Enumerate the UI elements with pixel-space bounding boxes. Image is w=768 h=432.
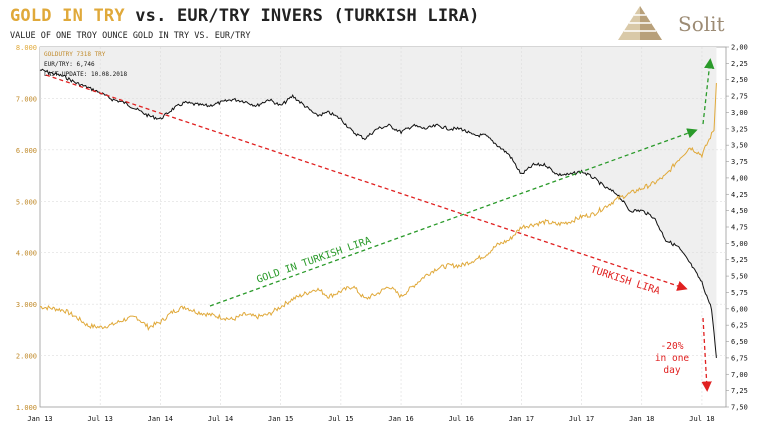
left-tick-label: 8.000: [16, 44, 37, 52]
pyramid-icon: [618, 6, 662, 40]
drop-annotation-1: -20%: [661, 341, 684, 352]
logo-text: Solit: [678, 12, 725, 36]
shade-area: [40, 47, 717, 358]
x-tick-label: Jan 18: [629, 415, 654, 423]
x-tick-label: Jan 16: [388, 415, 413, 423]
right-tick-label: 6,75: [731, 354, 748, 362]
series-eurtry-line: [39, 68, 717, 358]
x-tick-label: Jan 13: [27, 415, 52, 423]
x-tick-label: Jul 16: [449, 415, 474, 423]
right-tick-label: 2,00: [731, 44, 748, 52]
left-tick-label: 4.000: [16, 250, 37, 258]
drop-annotation-2: in one: [655, 353, 690, 364]
left-tick-label: 7.000: [16, 95, 37, 103]
right-tick-label: 6,00: [731, 305, 748, 313]
x-tick-label: Jul 13: [88, 415, 113, 423]
right-tick-label: 5,75: [731, 289, 748, 297]
x-axis: Jan 13 Jul 13 Jan 14 Jul 14 Jan 15 Jul 15 Jan …: [27, 415, 714, 423]
right-tick-label: 5,50: [731, 273, 748, 281]
lira-trend-arrow: [45, 74, 688, 291]
drop-annotation-3: day: [663, 365, 680, 376]
right-tick-label: 4,50: [731, 207, 748, 215]
x-tick-label: Jul 17: [569, 415, 594, 423]
left-axis: 1.000 2.000 3.000 4.000 5.000 6.000 7.000 8.000: [16, 44, 37, 412]
right-tick-label: 4,25: [731, 191, 748, 199]
left-tick-label: 6.000: [16, 147, 37, 155]
right-tick-label: 5,25: [731, 256, 748, 264]
right-tick-label: 3,25: [731, 125, 748, 133]
right-tick-label: 2,50: [731, 76, 748, 84]
lira-drop-arrow: [701, 317, 712, 392]
legend-update: LAST UPDATE: 10.08.2018: [44, 71, 127, 78]
gridlines: [40, 47, 726, 407]
x-tick-label: Jan 15: [268, 415, 293, 423]
lira-annotation: TURKISH LIRA: [589, 264, 661, 297]
right-tick-label: 3,00: [731, 109, 748, 117]
gold-spike-arrow: [702, 58, 715, 125]
right-tick-label: 4,00: [731, 174, 748, 182]
right-tick-label: 2,75: [731, 93, 748, 101]
right-tick-label: 4,75: [731, 224, 748, 232]
left-tick-label: 3.000: [16, 301, 37, 309]
chart-title: GOLD IN TRY vs. EUR/TRY INVERS (TURKISH …: [10, 6, 480, 26]
right-tick-label: 2,25: [731, 60, 748, 68]
chart-subtitle: VALUE OF ONE TROY OUNCE GOLD IN TRY VS. …: [10, 31, 251, 41]
right-tick-label: 5,00: [731, 240, 748, 248]
gold-annotation: GOLD IN TURKISH LIRA: [255, 235, 372, 286]
title-rest: vs. EUR/TRY INVERS (TURKISH LIRA): [124, 6, 480, 26]
right-tick-label: 3,75: [731, 158, 748, 166]
right-tick-label: 7,00: [731, 371, 748, 379]
right-axis: 2,00 2,25 2,50 2,75 3,00 3,25 3,50 3,75 4,00 4,25…: [726, 44, 748, 412]
x-tick-label: Jul 14: [208, 415, 233, 423]
right-tick-label: 7,25: [731, 387, 748, 395]
legend-gold: GOLDUTRY 7318 TRY: [44, 51, 106, 58]
x-tick-label: Jul 15: [328, 415, 353, 423]
solit-logo: Solit: [612, 4, 762, 48]
title-gold: GOLD IN TRY: [10, 6, 125, 26]
x-tick-label: Jan 17: [509, 415, 534, 423]
x-tick-label: Jan 14: [148, 415, 173, 423]
right-tick-label: 7,50: [731, 404, 748, 412]
gold-trend-arrow: [209, 128, 698, 307]
left-tick-label: 2.000: [16, 353, 37, 361]
series-gold-line: [39, 82, 717, 332]
left-tick-label: 5.000: [16, 198, 37, 206]
right-tick-label: 3,50: [731, 142, 748, 150]
left-tick-label: 1.000: [16, 404, 37, 412]
right-tick-label: 6,50: [731, 338, 748, 346]
legend-eurtry: EUR/TRY: 6,746: [44, 61, 95, 68]
x-tick-label: Jul 18: [689, 415, 714, 423]
right-tick-label: 6,25: [731, 322, 748, 330]
